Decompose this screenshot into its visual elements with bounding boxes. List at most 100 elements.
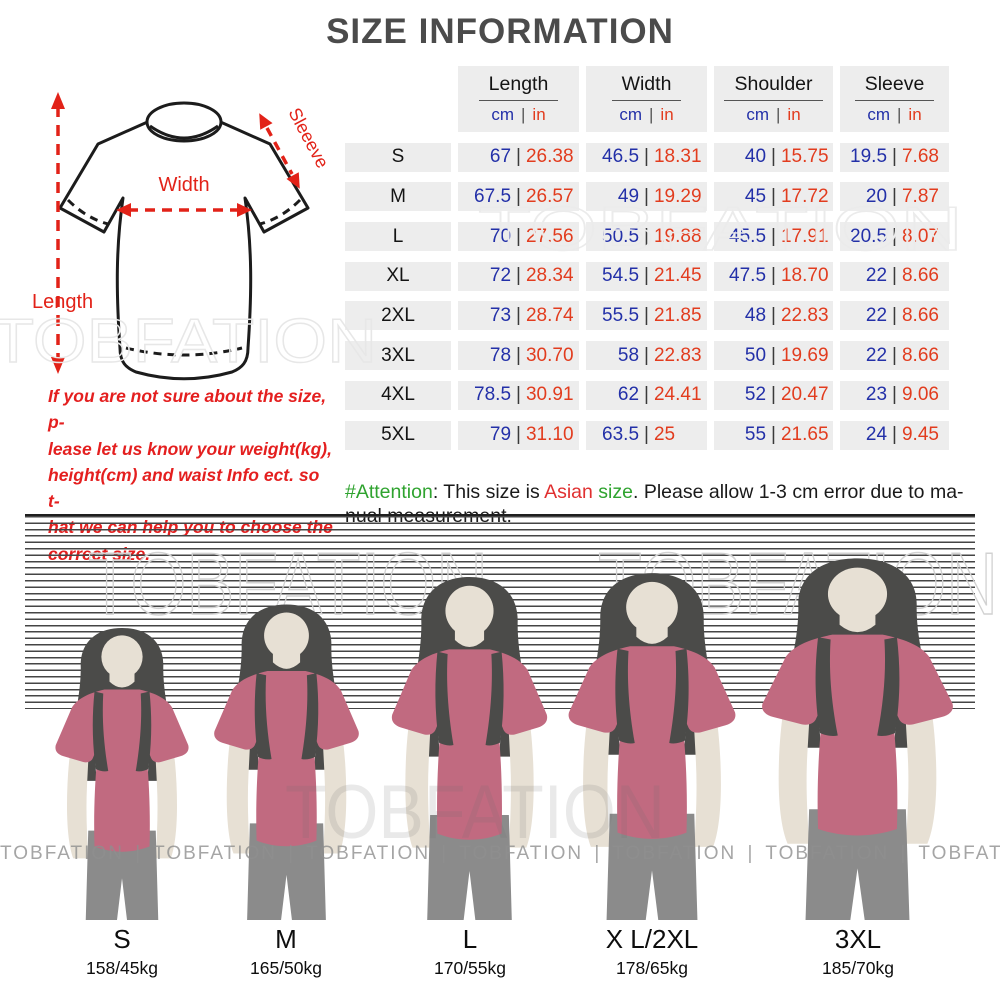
- cm-unit: cm: [746, 105, 769, 124]
- unit-row: cm | in: [840, 105, 949, 125]
- unit-separator: |: [771, 146, 776, 168]
- unit-separator: |: [644, 225, 649, 247]
- length-cell: 70 | 27.56: [458, 222, 579, 252]
- unit-separator: |: [771, 424, 776, 445]
- size-word: size: [592, 480, 633, 503]
- column-header-width: Width cm | in: [586, 66, 707, 132]
- shoulder-cm-value: 45: [744, 185, 767, 207]
- width-in-value: 21.85: [653, 304, 702, 326]
- shoulder-cell: 47.5 | 18.70: [714, 261, 833, 291]
- sleeve-cm-value: 19.5: [850, 146, 888, 168]
- page-title: SIZE INFORMATION: [326, 12, 674, 51]
- watermark-row: TOBFATION | TOBFATION | TOBFATION | TOBF…: [0, 843, 1000, 864]
- unit-separator: |: [771, 384, 776, 406]
- width-in-value: 19.88: [653, 225, 702, 247]
- in-unit: in: [660, 105, 674, 124]
- unit-separator: |: [644, 304, 649, 326]
- tshirt-measure-diagram: Length Width Sleeeve: [32, 92, 333, 381]
- shoulder-in-value: 17.91: [780, 225, 829, 247]
- cm-unit: cm: [619, 105, 642, 124]
- unit-separator: |: [776, 105, 781, 124]
- size-row-label: L: [345, 222, 451, 252]
- width-in-value: 25: [653, 424, 676, 445]
- unit-separator: |: [516, 146, 521, 168]
- width-in-value: 21.45: [653, 265, 702, 287]
- size-row-label: XL: [345, 261, 451, 291]
- unit-separator: |: [516, 225, 521, 247]
- length-cm-value: 78: [489, 344, 512, 366]
- sleeve-cell: 23 | 9.06: [840, 380, 949, 410]
- figure-height-weight: 158/45kg: [85, 958, 159, 978]
- sleeve-in-value: 8.07: [901, 225, 939, 247]
- sleeve-cell: 22 | 8.66: [840, 301, 949, 331]
- length-cell: 67 | 26.38: [458, 142, 579, 172]
- unit-row: cm | in: [714, 105, 833, 125]
- figure-height-weight: 170/55kg: [433, 958, 507, 978]
- sleeve-cm-value: 22: [865, 265, 888, 287]
- size-name: 4XL: [381, 384, 415, 406]
- figure-label-3xl: 3XL 185/70kg: [822, 924, 894, 979]
- length-cm-value: 79: [489, 424, 512, 445]
- width-cell: 46.5 | 18.31: [586, 142, 707, 172]
- shoulder-in-value: 20.47: [780, 384, 829, 406]
- figure-label-xl2xl: X L/2XL 178/65kg: [606, 924, 699, 979]
- width-cm-value: 58: [617, 344, 640, 366]
- unit-separator: |: [644, 185, 649, 207]
- shoulder-cm-value: 47.5: [729, 265, 767, 287]
- shoulder-in-value: 19.69: [780, 344, 829, 366]
- length-cm-value: 67: [489, 146, 512, 168]
- shoulder-cell: 45 | 17.72: [714, 182, 833, 212]
- in-unit: in: [787, 105, 801, 124]
- sleeve-in-value: 9.45: [901, 424, 939, 445]
- size-name: XL: [386, 265, 410, 287]
- shoulder-cell: 40 | 15.75: [714, 142, 833, 172]
- unit-separator: |: [644, 265, 649, 287]
- width-cm-value: 55.5: [602, 304, 640, 326]
- unit-separator: |: [644, 146, 649, 168]
- unit-separator: |: [771, 225, 776, 247]
- size-row-label: 5XL: [345, 420, 451, 450]
- width-label: Width: [158, 174, 209, 196]
- shoulder-cell: 45.5 | 17.91: [714, 222, 833, 252]
- unit-separator: |: [892, 384, 897, 406]
- model-figure-l: [391, 577, 548, 920]
- shoulder-cell: 55 | 21.65: [714, 420, 833, 450]
- shoulder-cm-value: 52: [744, 384, 767, 406]
- length-in-value: 28.34: [525, 265, 574, 287]
- figure-height-weight: 178/65kg: [615, 958, 689, 978]
- figure-label-l: L 170/55kg: [434, 924, 506, 979]
- shoulder-cm-value: 40: [744, 146, 767, 168]
- size-name: S: [391, 146, 405, 168]
- sleeve-cell: 24 | 9.45: [840, 420, 949, 450]
- length-cm-value: 73: [489, 304, 512, 326]
- unit-separator: |: [644, 424, 649, 445]
- length-in-value: 28.74: [525, 304, 574, 326]
- unit-separator: |: [892, 146, 897, 168]
- size-table: Length cm | in Width cm | in Shoulder cm | in …: [345, 66, 949, 450]
- sleeve-arrow-icon: [259, 113, 300, 189]
- shoulder-in-value: 15.75: [780, 146, 829, 168]
- length-cell: 78 | 30.70: [458, 341, 579, 371]
- width-arrow-icon: [116, 203, 252, 217]
- length-label: Length: [32, 291, 93, 313]
- sleeve-cell: 19.5 | 7.68: [840, 142, 949, 172]
- width-cell: 58 | 22.83: [586, 341, 707, 371]
- size-name: 5XL: [381, 424, 415, 445]
- unit-separator: |: [892, 225, 897, 247]
- length-in-value: 30.70: [525, 344, 574, 366]
- sleeve-cell: 20.5 | 8.07: [840, 222, 949, 252]
- length-cm-value: 78.5: [474, 384, 512, 406]
- figure-size: S: [113, 924, 131, 954]
- figure-size: 3XL: [834, 924, 882, 954]
- shoulder-in-value: 17.72: [780, 185, 829, 207]
- column-title: Length: [478, 73, 559, 101]
- tshirt-outline-icon: [58, 101, 310, 381]
- column-header-shoulder: Shoulder cm | in: [714, 66, 833, 132]
- length-cm-value: 67.5: [474, 185, 512, 207]
- unit-separator: |: [771, 185, 776, 207]
- unit-separator: |: [516, 384, 521, 406]
- shoulder-cm-value: 50: [744, 344, 767, 366]
- length-cm-value: 72: [489, 265, 512, 287]
- length-cell: 67.5 | 26.57: [458, 182, 579, 212]
- unit-separator: |: [516, 265, 521, 287]
